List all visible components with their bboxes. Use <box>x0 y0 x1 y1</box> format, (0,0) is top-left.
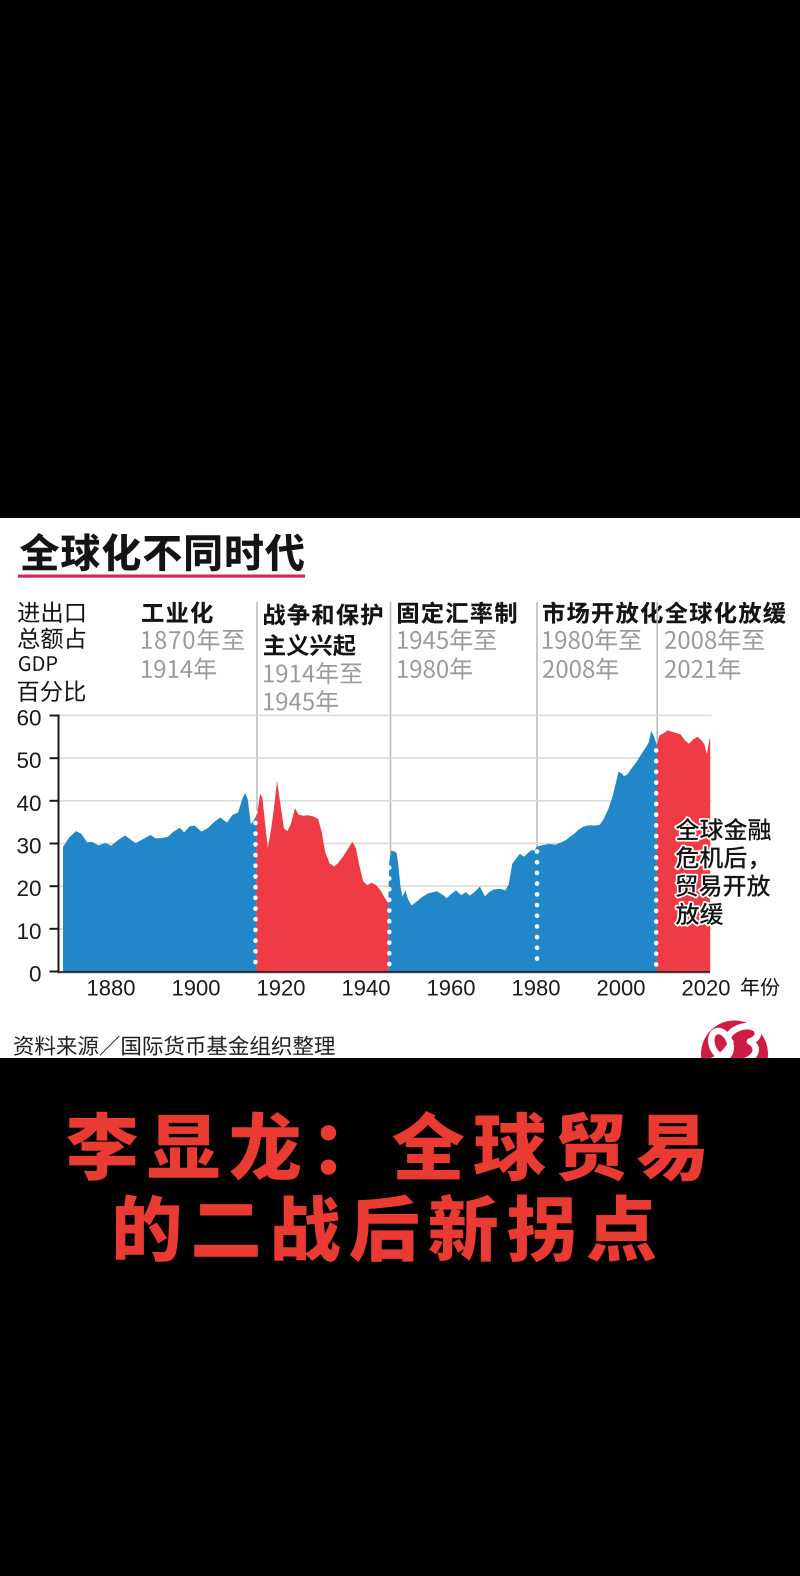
svg-text:2000: 2000 <box>597 976 646 1001</box>
svg-text:1980: 1980 <box>512 976 561 1001</box>
svg-text:30: 30 <box>16 834 41 859</box>
svg-text:2020: 2020 <box>682 976 731 1001</box>
svg-text:0: 0 <box>29 962 42 987</box>
svg-text:20: 20 <box>16 876 41 901</box>
svg-text:1940: 1940 <box>342 976 391 1001</box>
svg-text:1900: 1900 <box>172 976 221 1001</box>
svg-text:10: 10 <box>16 919 41 944</box>
svg-text:1920: 1920 <box>257 976 306 1001</box>
svg-text:1960: 1960 <box>427 976 476 1001</box>
svg-text:50: 50 <box>16 748 41 773</box>
svg-text:40: 40 <box>16 791 41 816</box>
svg-text:1880: 1880 <box>87 976 136 1001</box>
svg-text:60: 60 <box>16 706 41 731</box>
